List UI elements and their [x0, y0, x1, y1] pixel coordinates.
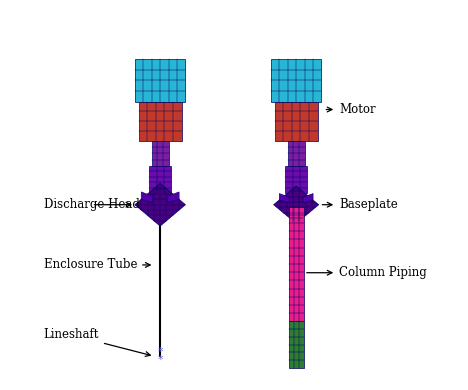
- Bar: [285, 166, 307, 193]
- Text: *: *: [157, 347, 163, 357]
- Polygon shape: [274, 186, 319, 223]
- Polygon shape: [168, 192, 179, 202]
- Bar: [135, 59, 185, 102]
- Text: Lineshaft: Lineshaft: [44, 328, 150, 356]
- Polygon shape: [303, 193, 313, 203]
- Bar: [152, 140, 168, 166]
- Polygon shape: [135, 183, 185, 226]
- Text: Discharge Head: Discharge Head: [44, 198, 139, 211]
- Text: Enclosure Tube: Enclosure Tube: [44, 259, 150, 271]
- Polygon shape: [141, 192, 153, 202]
- Bar: [139, 102, 182, 140]
- Bar: [289, 207, 304, 321]
- Polygon shape: [279, 193, 289, 203]
- Bar: [149, 166, 171, 193]
- Text: *: *: [157, 355, 163, 365]
- Text: Column Piping: Column Piping: [307, 266, 427, 279]
- Bar: [288, 140, 305, 166]
- Bar: [289, 321, 304, 368]
- Text: Motor: Motor: [326, 103, 375, 116]
- Bar: [271, 59, 322, 102]
- Text: Baseplate: Baseplate: [322, 198, 398, 211]
- Bar: [275, 102, 318, 140]
